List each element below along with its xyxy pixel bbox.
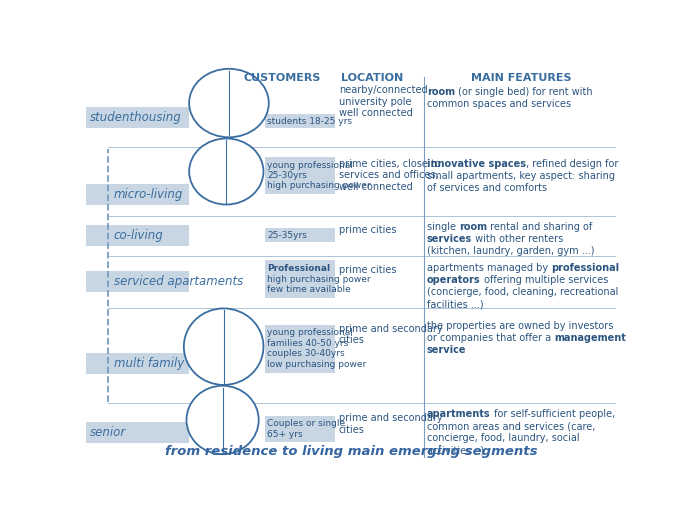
Text: activities ..): activities ..) [427,445,484,456]
Text: prime and secondary
cities: prime and secondary cities [339,324,443,345]
Text: (concierge, food, cleaning, recreational: (concierge, food, cleaning, recreational [427,288,619,298]
Text: operators: operators [427,276,481,286]
Text: MAIN FEATURES: MAIN FEATURES [471,73,571,83]
Text: couples 30-40yrs: couples 30-40yrs [267,349,345,358]
Ellipse shape [184,309,264,385]
Text: LOCATION: LOCATION [341,73,403,83]
Text: with other renters: with other renters [472,234,564,244]
Text: (kitchen, laundry, garden, gym ...): (kitchen, laundry, garden, gym ...) [427,246,595,256]
Text: prime and secondary
cities: prime and secondary cities [339,413,443,435]
Text: apartments: apartments [427,409,490,419]
FancyBboxPatch shape [86,271,189,292]
Text: facilities ...): facilities ...) [427,300,484,310]
Text: room: room [427,87,455,97]
FancyBboxPatch shape [265,260,335,298]
Text: or companies that offer a: or companies that offer a [427,333,554,344]
Text: small apartments, key aspect: sharing: small apartments, key aspect: sharing [427,170,615,180]
Text: high purchasing power: high purchasing power [267,275,371,283]
Text: apartments managed by: apartments managed by [427,263,551,274]
Text: young professional: young professional [267,161,353,169]
Text: (or single bed) for rent with: (or single bed) for rent with [455,87,593,97]
Text: common spaces and services: common spaces and services [427,99,571,109]
Text: prime cities: prime cities [339,265,397,275]
Text: nearby/connected
university pole
well connected: nearby/connected university pole well co… [339,85,427,118]
Text: Professional: Professional [267,264,330,273]
Text: , refined design for: , refined design for [526,158,619,168]
Text: 25-30yrs: 25-30yrs [267,171,307,180]
Text: prime cities, close to
services and offices,
well connected: prime cities, close to services and offi… [339,158,440,192]
FancyBboxPatch shape [265,157,335,194]
Text: prime cities: prime cities [339,225,397,235]
Text: professional: professional [551,263,619,274]
Text: co-living: co-living [114,229,164,242]
FancyBboxPatch shape [265,416,335,442]
Text: 25-35yrs: 25-35yrs [267,231,307,240]
Text: from residence to living main emerging segments: from residence to living main emerging s… [165,445,537,458]
Text: management: management [554,333,626,344]
FancyBboxPatch shape [265,228,335,242]
Ellipse shape [186,386,259,454]
Text: multi family: multi family [114,357,184,370]
Text: high purchasing power: high purchasing power [267,181,371,190]
Text: the properties are owned by investors: the properties are owned by investors [427,321,613,331]
Ellipse shape [189,139,264,204]
Text: studenthousing: studenthousing [90,111,182,123]
Text: for self-sufficient people,: for self-sufficient people, [490,409,615,419]
Text: students 18-25 yrs: students 18-25 yrs [267,117,352,126]
Text: low purchasing power: low purchasing power [267,360,366,369]
FancyBboxPatch shape [86,107,189,128]
Text: of services and comforts: of services and comforts [427,183,547,193]
Text: single: single [427,222,459,232]
FancyBboxPatch shape [86,353,189,374]
Text: few time available: few time available [267,285,351,294]
Text: room: room [459,222,487,232]
Text: rental and sharing of: rental and sharing of [487,222,593,232]
Text: common areas and services (care,: common areas and services (care, [427,421,595,431]
Text: concierge, food, laundry, social: concierge, food, laundry, social [427,433,580,444]
Text: 65+ yrs: 65+ yrs [267,430,303,439]
Text: services: services [427,234,472,244]
FancyBboxPatch shape [86,422,189,442]
Text: serviced apartaments: serviced apartaments [114,275,243,288]
FancyBboxPatch shape [86,225,189,246]
Text: CUSTOMERS: CUSTOMERS [243,73,321,83]
Text: Couples or single: Couples or single [267,419,345,428]
Text: service: service [427,346,466,356]
FancyBboxPatch shape [265,114,335,129]
Text: innovative spaces: innovative spaces [427,158,526,168]
Text: families 40-50 yrs: families 40-50 yrs [267,339,349,348]
FancyBboxPatch shape [265,324,335,373]
FancyBboxPatch shape [86,185,189,206]
Text: young professional: young professional [267,328,353,337]
Text: micro-living: micro-living [114,188,183,201]
Ellipse shape [189,69,269,137]
Text: offering multiple services: offering multiple services [481,276,608,286]
Text: senior: senior [90,426,126,439]
